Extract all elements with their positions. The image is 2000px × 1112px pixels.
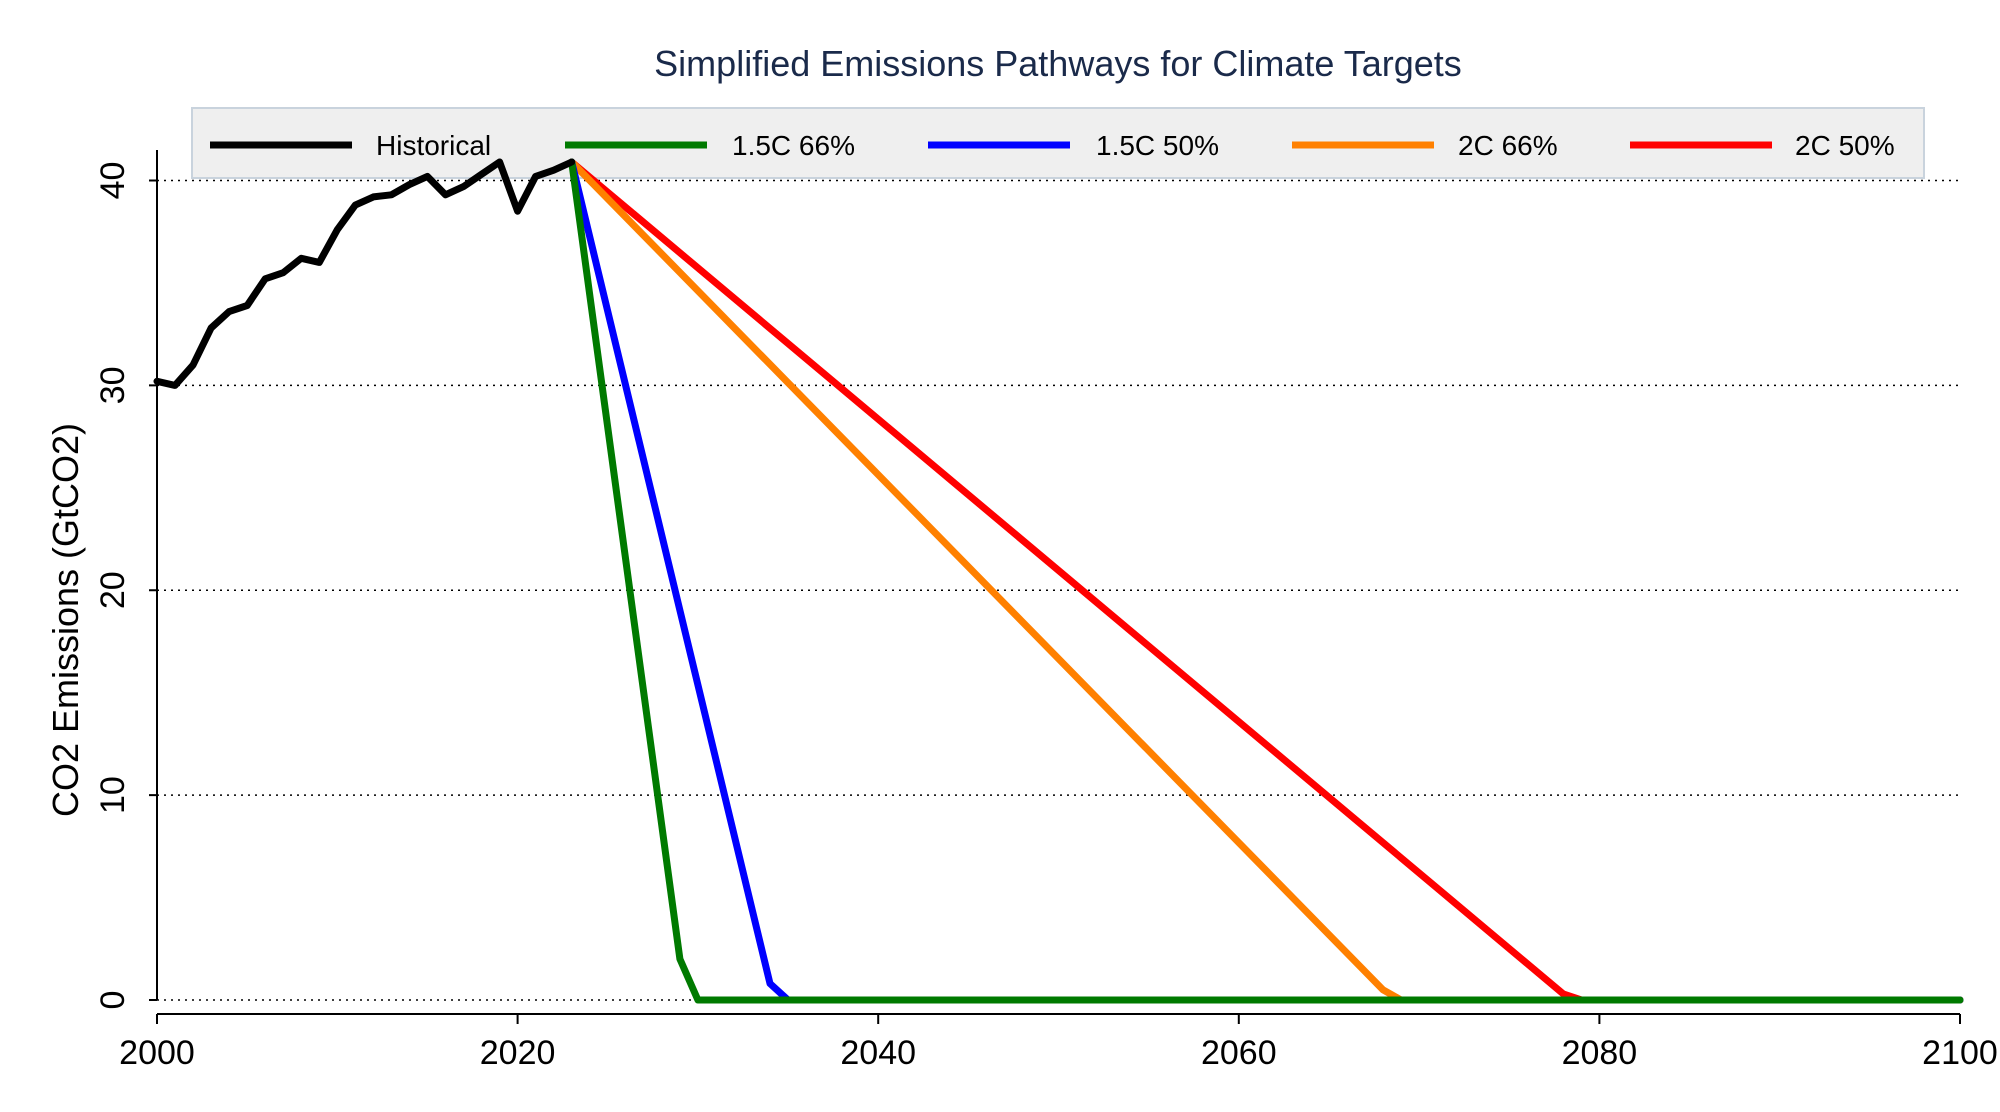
y-tick-label: 40 [94,162,132,200]
grid-layer [157,179,1960,1001]
y-tick-label: 20 [94,571,132,609]
legend-items: Historical 1.5C 66% 1.5C 50% 2C 66% 2C 50% [210,130,1895,161]
x-tick-label: 2000 [119,1034,195,1072]
axes-layer: 0 10 20 30 40 2000 2020 2040 2060 2080 2100 [94,150,1998,1072]
x-tick-label: 2080 [1562,1034,1638,1072]
x-tick-label: 2060 [1201,1034,1277,1072]
y-axis-label: CO2 Emissions (GtCO2) [45,423,86,817]
legend-label-2c-50-: 2C 50% [1795,130,1895,161]
x-tick-label: 2020 [480,1034,556,1072]
legend-label-2c-66-: 2C 66% [1458,130,1558,161]
series-line-1-5c-66- [568,158,1964,1004]
legend-label-1-5c-50-: 1.5C 50% [1096,130,1219,161]
legend-label-1-5c-66-: 1.5C 66% [732,130,855,161]
x-tick-label: 2100 [1922,1034,1998,1072]
x-tick-label: 2040 [840,1034,916,1072]
legend-label-historical: Historical [376,130,491,161]
y-tick-label: 0 [94,991,132,1010]
series-layer [153,158,1964,1004]
y-tick-label: 30 [94,366,132,404]
chart-title: Simplified Emissions Pathways for Climat… [654,43,1462,84]
y-tick-label: 10 [94,776,132,814]
series-line-historical [153,158,576,389]
series-line-2c-66- [568,158,1964,1004]
